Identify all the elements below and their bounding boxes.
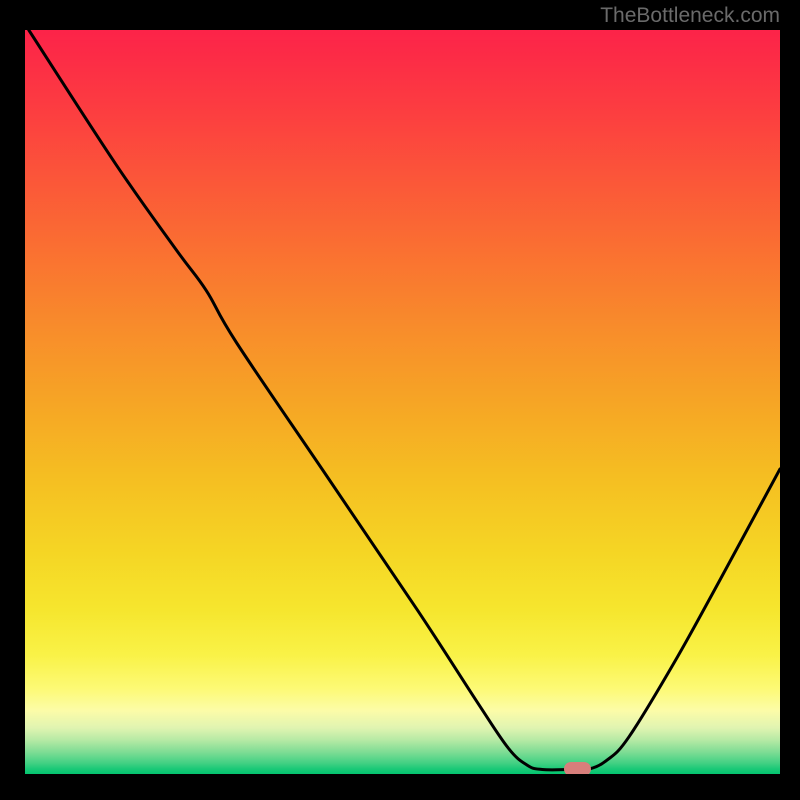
optimum-marker — [564, 762, 591, 774]
watermark-text: TheBottleneck.com — [600, 4, 780, 28]
gradient-background — [25, 30, 780, 774]
chart-plot-area — [25, 30, 780, 774]
